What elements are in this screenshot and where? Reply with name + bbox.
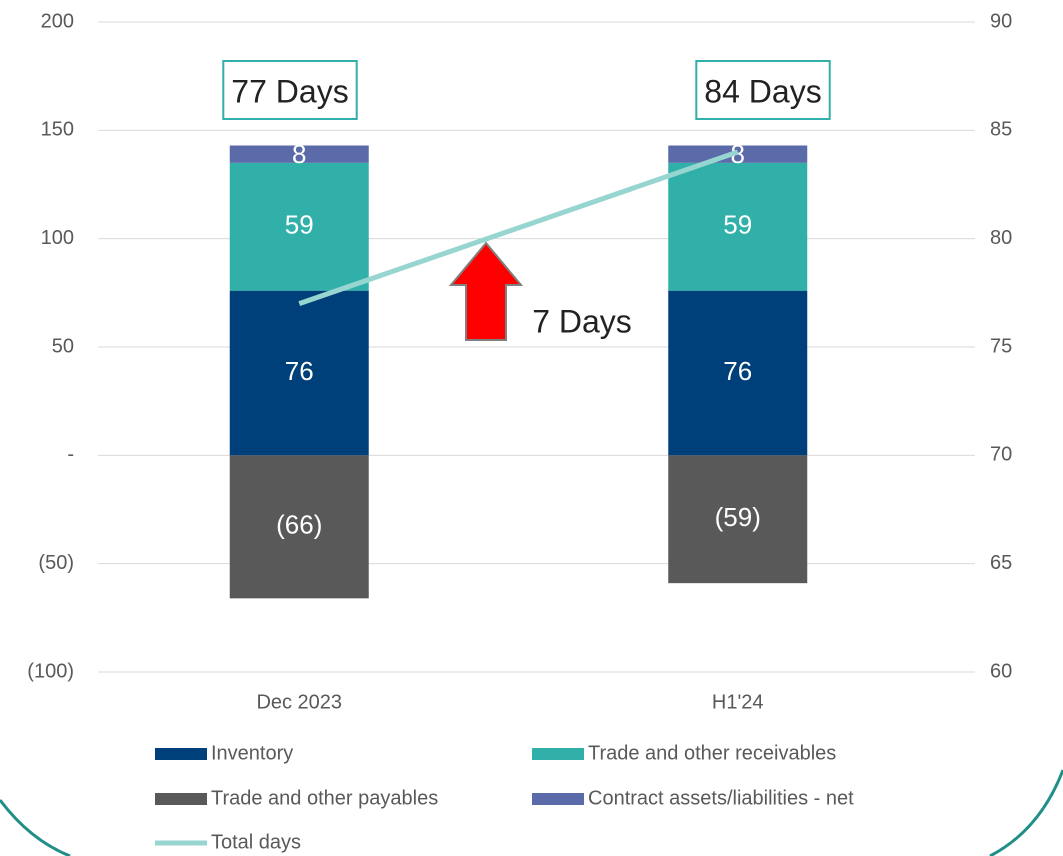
data-label: 8 xyxy=(292,139,306,169)
x-tick-label: H1'24 xyxy=(712,691,764,713)
y2-tick-label: 75 xyxy=(990,335,1012,357)
line-series xyxy=(298,149,739,307)
bar-segment xyxy=(229,145,369,163)
annotation-box xyxy=(222,60,358,120)
bar-segment xyxy=(668,455,808,584)
legend-label: Total days xyxy=(211,831,301,853)
y-tick-label: 100 xyxy=(41,227,74,249)
legend-label: Contract assets/liabilities - net xyxy=(588,787,854,809)
legend-label: Trade and other payables xyxy=(211,787,438,809)
y2-tick-label: 90 xyxy=(990,10,1012,32)
annotation: 77 Days xyxy=(231,73,348,109)
x-tick-label: Dec 2023 xyxy=(256,691,342,713)
legend-swatch xyxy=(532,793,584,805)
frame-curve xyxy=(0,799,71,856)
data-label: 59 xyxy=(285,210,314,240)
y2-tick-label: 80 xyxy=(990,227,1012,249)
y2-tick-label: 70 xyxy=(990,444,1012,466)
data-label: 76 xyxy=(723,356,752,386)
legend-swatch xyxy=(155,793,207,805)
y-tick-label: (50) xyxy=(38,552,74,574)
data-label: 59 xyxy=(723,210,752,240)
legend-swatch xyxy=(532,748,584,760)
legend-label: Inventory xyxy=(211,742,293,764)
increase-arrow xyxy=(448,241,524,341)
data-label: (59) xyxy=(715,502,761,532)
frame-curve xyxy=(989,769,1063,856)
annotation: 84 Days xyxy=(704,73,821,109)
bar-segment xyxy=(668,290,808,456)
bar-segment xyxy=(229,290,369,456)
y2-tick-label: 60 xyxy=(990,660,1012,682)
data-label: 76 xyxy=(285,356,314,386)
bar-segment xyxy=(668,162,808,291)
annotation: 7 Days xyxy=(532,303,632,339)
y2-tick-label: 65 xyxy=(990,552,1012,574)
y-tick-label: 50 xyxy=(52,335,74,357)
y-tick-label: (100) xyxy=(27,660,74,682)
y-tick-label: 200 xyxy=(41,10,74,32)
bar-segment xyxy=(229,162,369,291)
bar-segment xyxy=(229,455,369,599)
data-label: (66) xyxy=(276,510,322,540)
y-tick-label: - xyxy=(67,444,74,466)
legend-swatch xyxy=(155,748,207,760)
y2-tick-label: 85 xyxy=(990,119,1012,141)
y-tick-label: 150 xyxy=(41,119,74,141)
annotation-box xyxy=(695,60,831,120)
legend-label: Trade and other receivables xyxy=(588,742,836,764)
